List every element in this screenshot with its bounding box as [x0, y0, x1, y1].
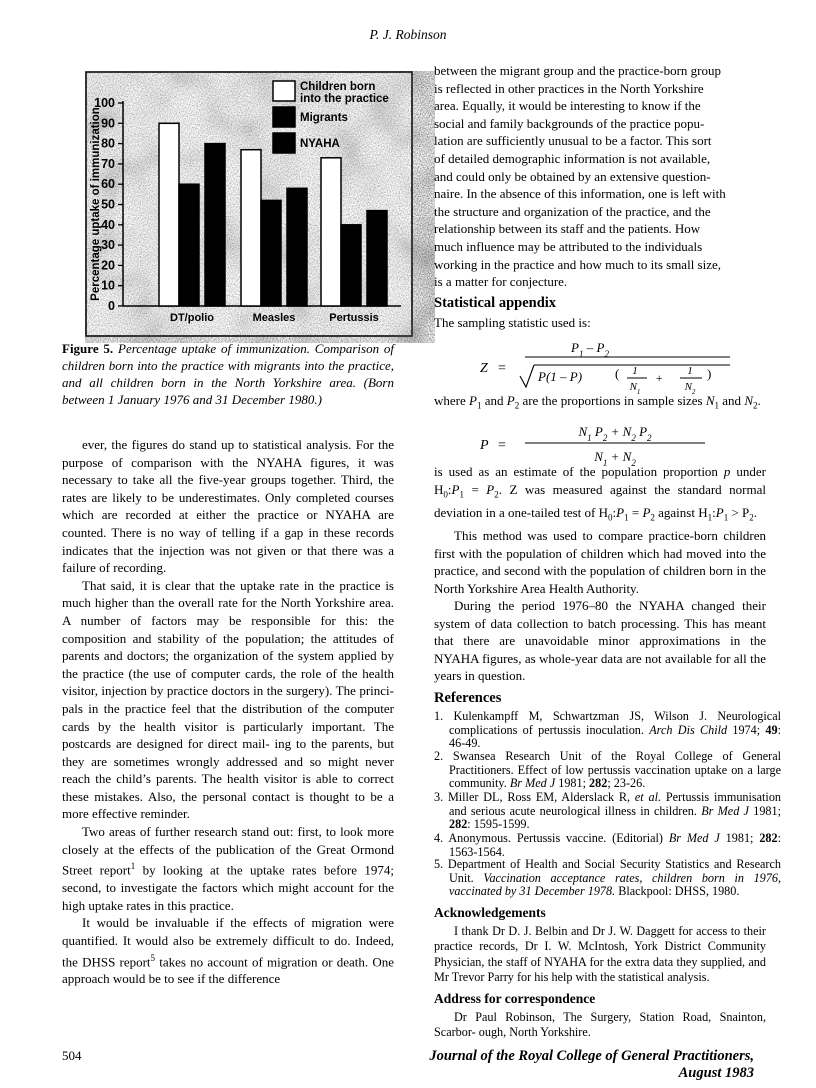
svg-text:1: 1	[687, 365, 693, 377]
svg-text:=: =	[498, 361, 506, 376]
svg-text:1: 1	[632, 365, 638, 377]
svg-text:P1 – P2: P1 – P2	[570, 340, 609, 359]
svg-text:P: P	[479, 438, 489, 453]
svg-text:=: =	[498, 438, 506, 453]
svg-text:(: (	[615, 366, 619, 381]
svg-text:N1 P2 + N2 P2: N1 P2 + N2 P2	[577, 424, 652, 443]
svg-text:+: +	[655, 371, 663, 385]
svg-text:Z: Z	[480, 361, 488, 376]
svg-text:): )	[707, 366, 711, 381]
svg-text:P(1 – P): P(1 – P)	[537, 369, 582, 384]
